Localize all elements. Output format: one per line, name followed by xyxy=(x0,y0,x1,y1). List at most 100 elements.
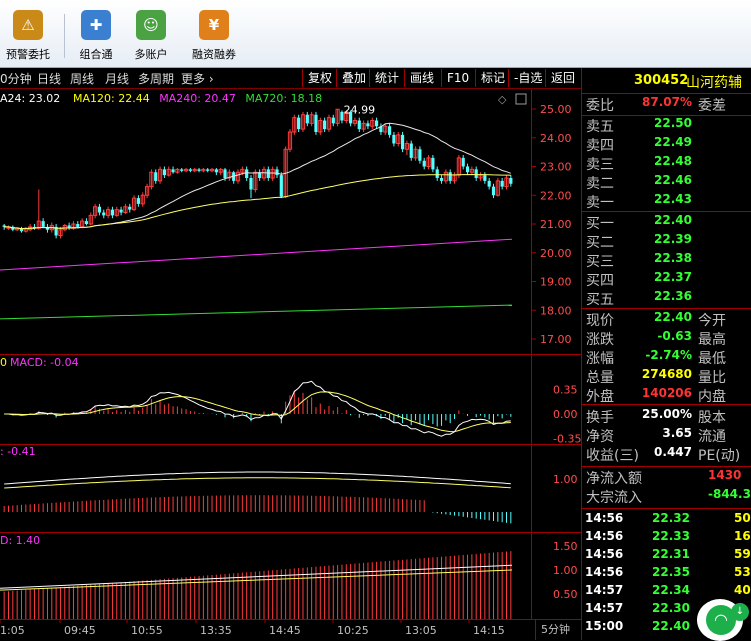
toolbar-btn-复权[interactable]: 复权 xyxy=(302,69,332,87)
sell-level-3-label: 卖二 xyxy=(586,176,614,192)
y-tick-label: 20.00 xyxy=(540,247,572,260)
candle xyxy=(105,206,111,219)
sell-level-4-label: 卖一 xyxy=(586,195,614,211)
candle xyxy=(84,218,89,226)
candle xyxy=(335,108,340,127)
trade-time: 14:57 xyxy=(585,601,624,615)
toolbar-btn-叠加[interactable]: 叠加 xyxy=(336,69,366,87)
buy-level-4: 买五 22.36 xyxy=(582,289,751,308)
candle xyxy=(227,169,232,181)
candle xyxy=(2,224,6,230)
period-1[interactable]: 日线 xyxy=(37,72,62,86)
buy-level-1-label: 买二 xyxy=(586,235,614,251)
stat-2-right: 最低 xyxy=(698,351,726,367)
toolbar-label: 多账户 xyxy=(134,48,168,61)
candle xyxy=(19,226,24,233)
candle xyxy=(370,117,375,130)
toolbar-btn-返回[interactable]: 返回 xyxy=(545,69,575,87)
toolbar-btn-2[interactable]: ☺ 多账户 xyxy=(119,10,183,64)
candle xyxy=(166,166,171,177)
toolbar-btn-F10[interactable]: F10 xyxy=(441,69,469,87)
trade-volume: 53 xyxy=(734,565,751,579)
ind3-line-b xyxy=(0,569,513,591)
toolbar-btn-标记[interactable]: 标记 xyxy=(475,69,505,87)
candle xyxy=(171,166,175,174)
toolbar-label: 组合通 xyxy=(79,48,113,61)
candle xyxy=(209,167,215,173)
macd-label: MACD: -0.04 xyxy=(10,356,79,369)
toolbar-btn-画线[interactable]: 画线 xyxy=(404,69,434,87)
ma-legend-2: MA240: 20.47 xyxy=(159,92,236,105)
candle xyxy=(500,178,504,190)
buy-level-0-label: 买一 xyxy=(586,216,614,232)
stat-2-label: 涨幅 xyxy=(586,351,614,367)
stat-1-right: 最高 xyxy=(698,332,726,348)
candle xyxy=(461,155,465,170)
toolbar-btn--自选[interactable]: -自选 xyxy=(508,69,542,87)
candle xyxy=(431,155,435,173)
candle xyxy=(396,132,401,147)
candle xyxy=(270,166,275,181)
wifi-icon: ◠ xyxy=(706,605,736,635)
ind3-tick-label: 0.50 xyxy=(553,588,578,601)
trade-time: 14:56 xyxy=(585,565,624,579)
x-axis-label: 10:25 xyxy=(337,624,369,637)
candle xyxy=(45,224,50,233)
toolbar-btn-3[interactable]: ¥ 融资融券 xyxy=(181,10,247,64)
buy-level-1: 买二 22.39 xyxy=(582,232,751,251)
ma-legend-0: A24: 23.02 xyxy=(0,92,60,105)
candle xyxy=(331,114,335,127)
y-tick-label: 24.00 xyxy=(540,132,572,145)
trade-row: 15:00 22.40 xyxy=(582,619,751,637)
stat-3-value: 274680 xyxy=(641,367,692,381)
y-tick-label: 22.00 xyxy=(540,189,572,202)
trade-price: 22.40 xyxy=(652,619,690,633)
ind2-tick-label: 1.00 xyxy=(553,473,578,486)
period-4[interactable]: 多周期 xyxy=(138,72,175,86)
stat-0-value: 22.40 xyxy=(654,310,692,324)
trade-time: 14:56 xyxy=(585,529,624,543)
candle xyxy=(352,117,358,127)
candle xyxy=(361,120,366,132)
candle xyxy=(249,175,253,199)
toolbar-btn-统计[interactable]: 统计 xyxy=(369,69,399,87)
period-3[interactable]: 月线 xyxy=(105,72,130,86)
sell-level-1-label: 卖四 xyxy=(586,138,614,154)
download-badge: ↓ xyxy=(731,603,749,621)
order-diff-label: 委差 xyxy=(698,98,726,114)
sell-level-0: 卖五 22.50 xyxy=(582,116,751,135)
stat-1-label: 涨跌 xyxy=(586,332,614,348)
period-5[interactable]: 更多 › xyxy=(181,72,214,86)
candle xyxy=(261,166,267,181)
stat-6-label: 净资 xyxy=(586,429,614,445)
buy-level-0: 买一 22.40 xyxy=(582,213,751,232)
candle xyxy=(206,167,210,173)
toolbar: ⚠ 预警委托 ✚ 组合通 ☺ 多账户 ¥ 融资融券 xyxy=(0,0,751,68)
period-0[interactable]: 0分钟 xyxy=(0,72,32,86)
sell-level-1-value: 22.49 xyxy=(654,135,692,149)
stock-header: 300452 山河药辅 xyxy=(582,70,751,92)
buy-level-1-value: 22.39 xyxy=(654,232,692,246)
candle xyxy=(509,175,513,187)
period-2[interactable]: 周线 xyxy=(70,72,95,86)
sell-level-0-value: 22.50 xyxy=(654,116,692,130)
kline-chart[interactable]: A24: 23.02 MA120: 22.44 MA240: 20.47 MA720:… xyxy=(0,89,581,640)
stat-0: 现价 22.40 今开 xyxy=(582,310,751,329)
floating-wifi-button[interactable]: ◠ ↓ xyxy=(697,599,749,641)
ma120-line xyxy=(4,173,511,230)
toolbar-btn-1[interactable]: ✚ 组合通 xyxy=(64,10,128,64)
toolbar-btn-0[interactable]: ⚠ 预警委托 xyxy=(0,10,56,64)
buy-level-4-label: 买五 xyxy=(586,292,614,308)
stock-name: 山河药辅 xyxy=(686,75,742,91)
margin-trading-icon: ¥ xyxy=(199,10,229,40)
stat-5-right: 股本 xyxy=(698,410,726,426)
trade-row: 14:56 22.31 59 xyxy=(582,547,751,565)
trade-volume: 50 xyxy=(734,511,751,525)
trade-volume: 16 xyxy=(734,529,751,543)
candle xyxy=(180,167,184,173)
candle xyxy=(11,225,15,232)
diamond-icon: ◇ xyxy=(498,93,507,106)
ma720-line xyxy=(0,304,513,320)
trade-row: 14:56 22.33 16 xyxy=(582,529,751,547)
candle xyxy=(418,146,422,164)
